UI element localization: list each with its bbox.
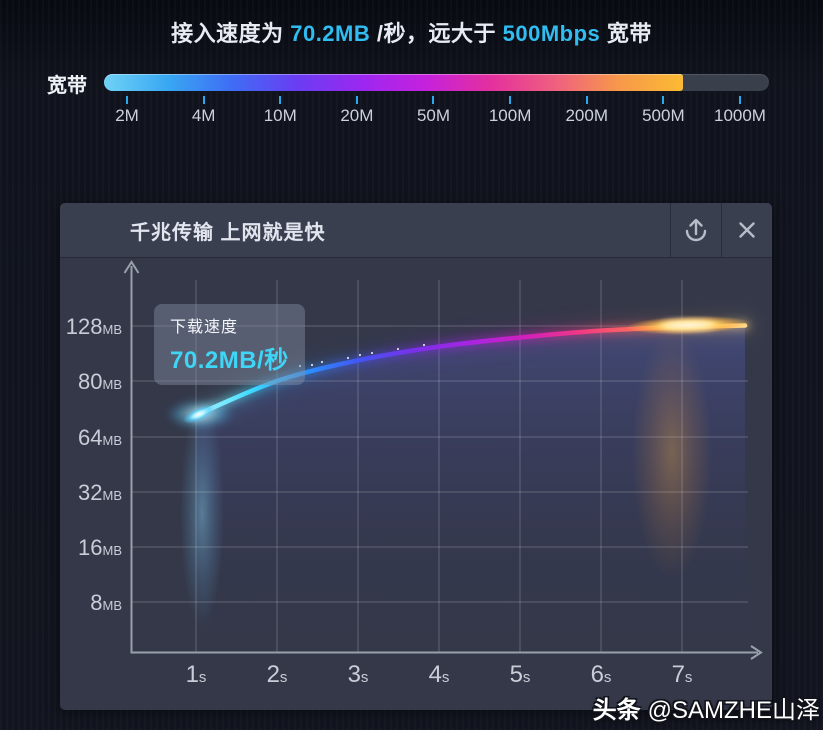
svg-text:5s: 5s xyxy=(510,661,531,688)
bandwidth-tick-label: 10M xyxy=(263,106,297,125)
under-curve-glow xyxy=(180,325,745,653)
y-axis-arrow xyxy=(123,260,140,274)
watermark-brand: 头条 xyxy=(592,697,641,724)
bandwidth-tick-label: 200M xyxy=(565,106,608,125)
summary-suffix: 宽带 xyxy=(600,21,652,46)
upload-icon xyxy=(685,218,707,242)
close-button[interactable] xyxy=(721,203,772,257)
x-axis-arrow xyxy=(750,645,763,660)
bandwidth-tick-label: 50M xyxy=(416,106,451,125)
svg-text:1s: 1s xyxy=(186,661,207,688)
bandwidth-tick-label: 1000M xyxy=(713,106,766,125)
start-glow xyxy=(166,400,234,429)
watermark-handle: @SAMZHE山泽 xyxy=(647,697,820,724)
summary-prefix: 接入速度为 xyxy=(171,21,291,46)
speed-chart: 8MB 16MB 32MB 64MB 80MB 128MB 1s 2s 3s 4s 5s 6s 7s xyxy=(66,260,763,688)
speed-value: 70.2MB xyxy=(290,21,371,46)
svg-text:7s: 7s xyxy=(672,661,693,688)
gridlines xyxy=(132,280,748,652)
bandwidth-tick-mark xyxy=(509,96,512,104)
summary-mid: /秒，远大于 xyxy=(370,21,503,46)
svg-text:2s: 2s xyxy=(267,661,288,688)
bandwidth-value: 500Mbps xyxy=(502,21,601,46)
bandwidth-tick-mark xyxy=(202,96,205,104)
bandwidth-tick-label: 2M xyxy=(115,106,139,125)
download-tooltip: 下载速度 70.2MB/秒 xyxy=(154,304,305,385)
bandwidth-tick-label: 4M xyxy=(191,106,216,125)
panel-title: 千兆传输 上网就是快 xyxy=(130,221,326,244)
upload-button[interactable] xyxy=(670,203,721,257)
close-icon xyxy=(739,222,755,238)
bandwidth-tick-mark xyxy=(355,96,358,104)
x-axis-labels: 1s 2s 3s 4s 5s 6s 7s xyxy=(186,661,693,688)
x-axis xyxy=(130,645,763,660)
y-axis-labels: 8MB 16MB 32MB 64MB 80MB 128MB xyxy=(66,314,122,615)
bandwidth-tick-mark xyxy=(126,96,128,104)
svg-text:128MB: 128MB xyxy=(66,314,122,339)
svg-text:64MB: 64MB xyxy=(78,425,122,450)
svg-text:4s: 4s xyxy=(429,661,450,688)
speed-panel: 千兆传输 上网就是快 xyxy=(60,203,772,710)
bandwidth-tick-mark xyxy=(662,96,665,104)
svg-text:80MB: 80MB xyxy=(78,369,122,394)
bandwidth-tick-label: 100M xyxy=(488,106,532,125)
bandwidth-tick-mark xyxy=(279,96,282,104)
bandwidth-gauge-fill xyxy=(104,74,683,91)
svg-text:3s: 3s xyxy=(348,661,369,688)
bandwidth-tick-mark xyxy=(585,96,588,104)
panel-header: 千兆传输 上网就是快 xyxy=(60,203,772,258)
bandwidth-tick-label: 20M xyxy=(340,106,374,125)
y-axis xyxy=(123,260,140,653)
bandwidth-ticks: 2M 4M 10M 20M 50M 100M 200M 500M 1000M xyxy=(103,96,770,130)
svg-text:6s: 6s xyxy=(591,661,612,688)
bandwidth-tick-label: 500M xyxy=(642,106,685,125)
bandwidth-tick-mark xyxy=(432,96,435,104)
panel-actions xyxy=(670,203,772,257)
bandwidth-tick-mark xyxy=(738,96,741,104)
tooltip-value: 70.2MB/秒 xyxy=(170,347,289,374)
svg-text:32MB: 32MB xyxy=(78,480,122,505)
chart-area: 8MB 16MB 32MB 64MB 80MB 128MB 1s 2s 3s 4s 5s 6s 7s … xyxy=(60,258,772,710)
tooltip-label: 下载速度 xyxy=(170,319,239,336)
bandwidth-label: 宽带 xyxy=(47,75,87,97)
end-glow xyxy=(626,315,750,335)
watermark: 头条 @SAMZHE山泽 xyxy=(593,690,820,725)
svg-text:16MB: 16MB xyxy=(78,535,122,560)
bandwidth-gauge xyxy=(103,73,770,92)
speed-summary: 接入速度为 70.2MB /秒，远大于 500Mbps 宽带 xyxy=(0,16,823,48)
svg-text:8MB: 8MB xyxy=(90,590,122,615)
